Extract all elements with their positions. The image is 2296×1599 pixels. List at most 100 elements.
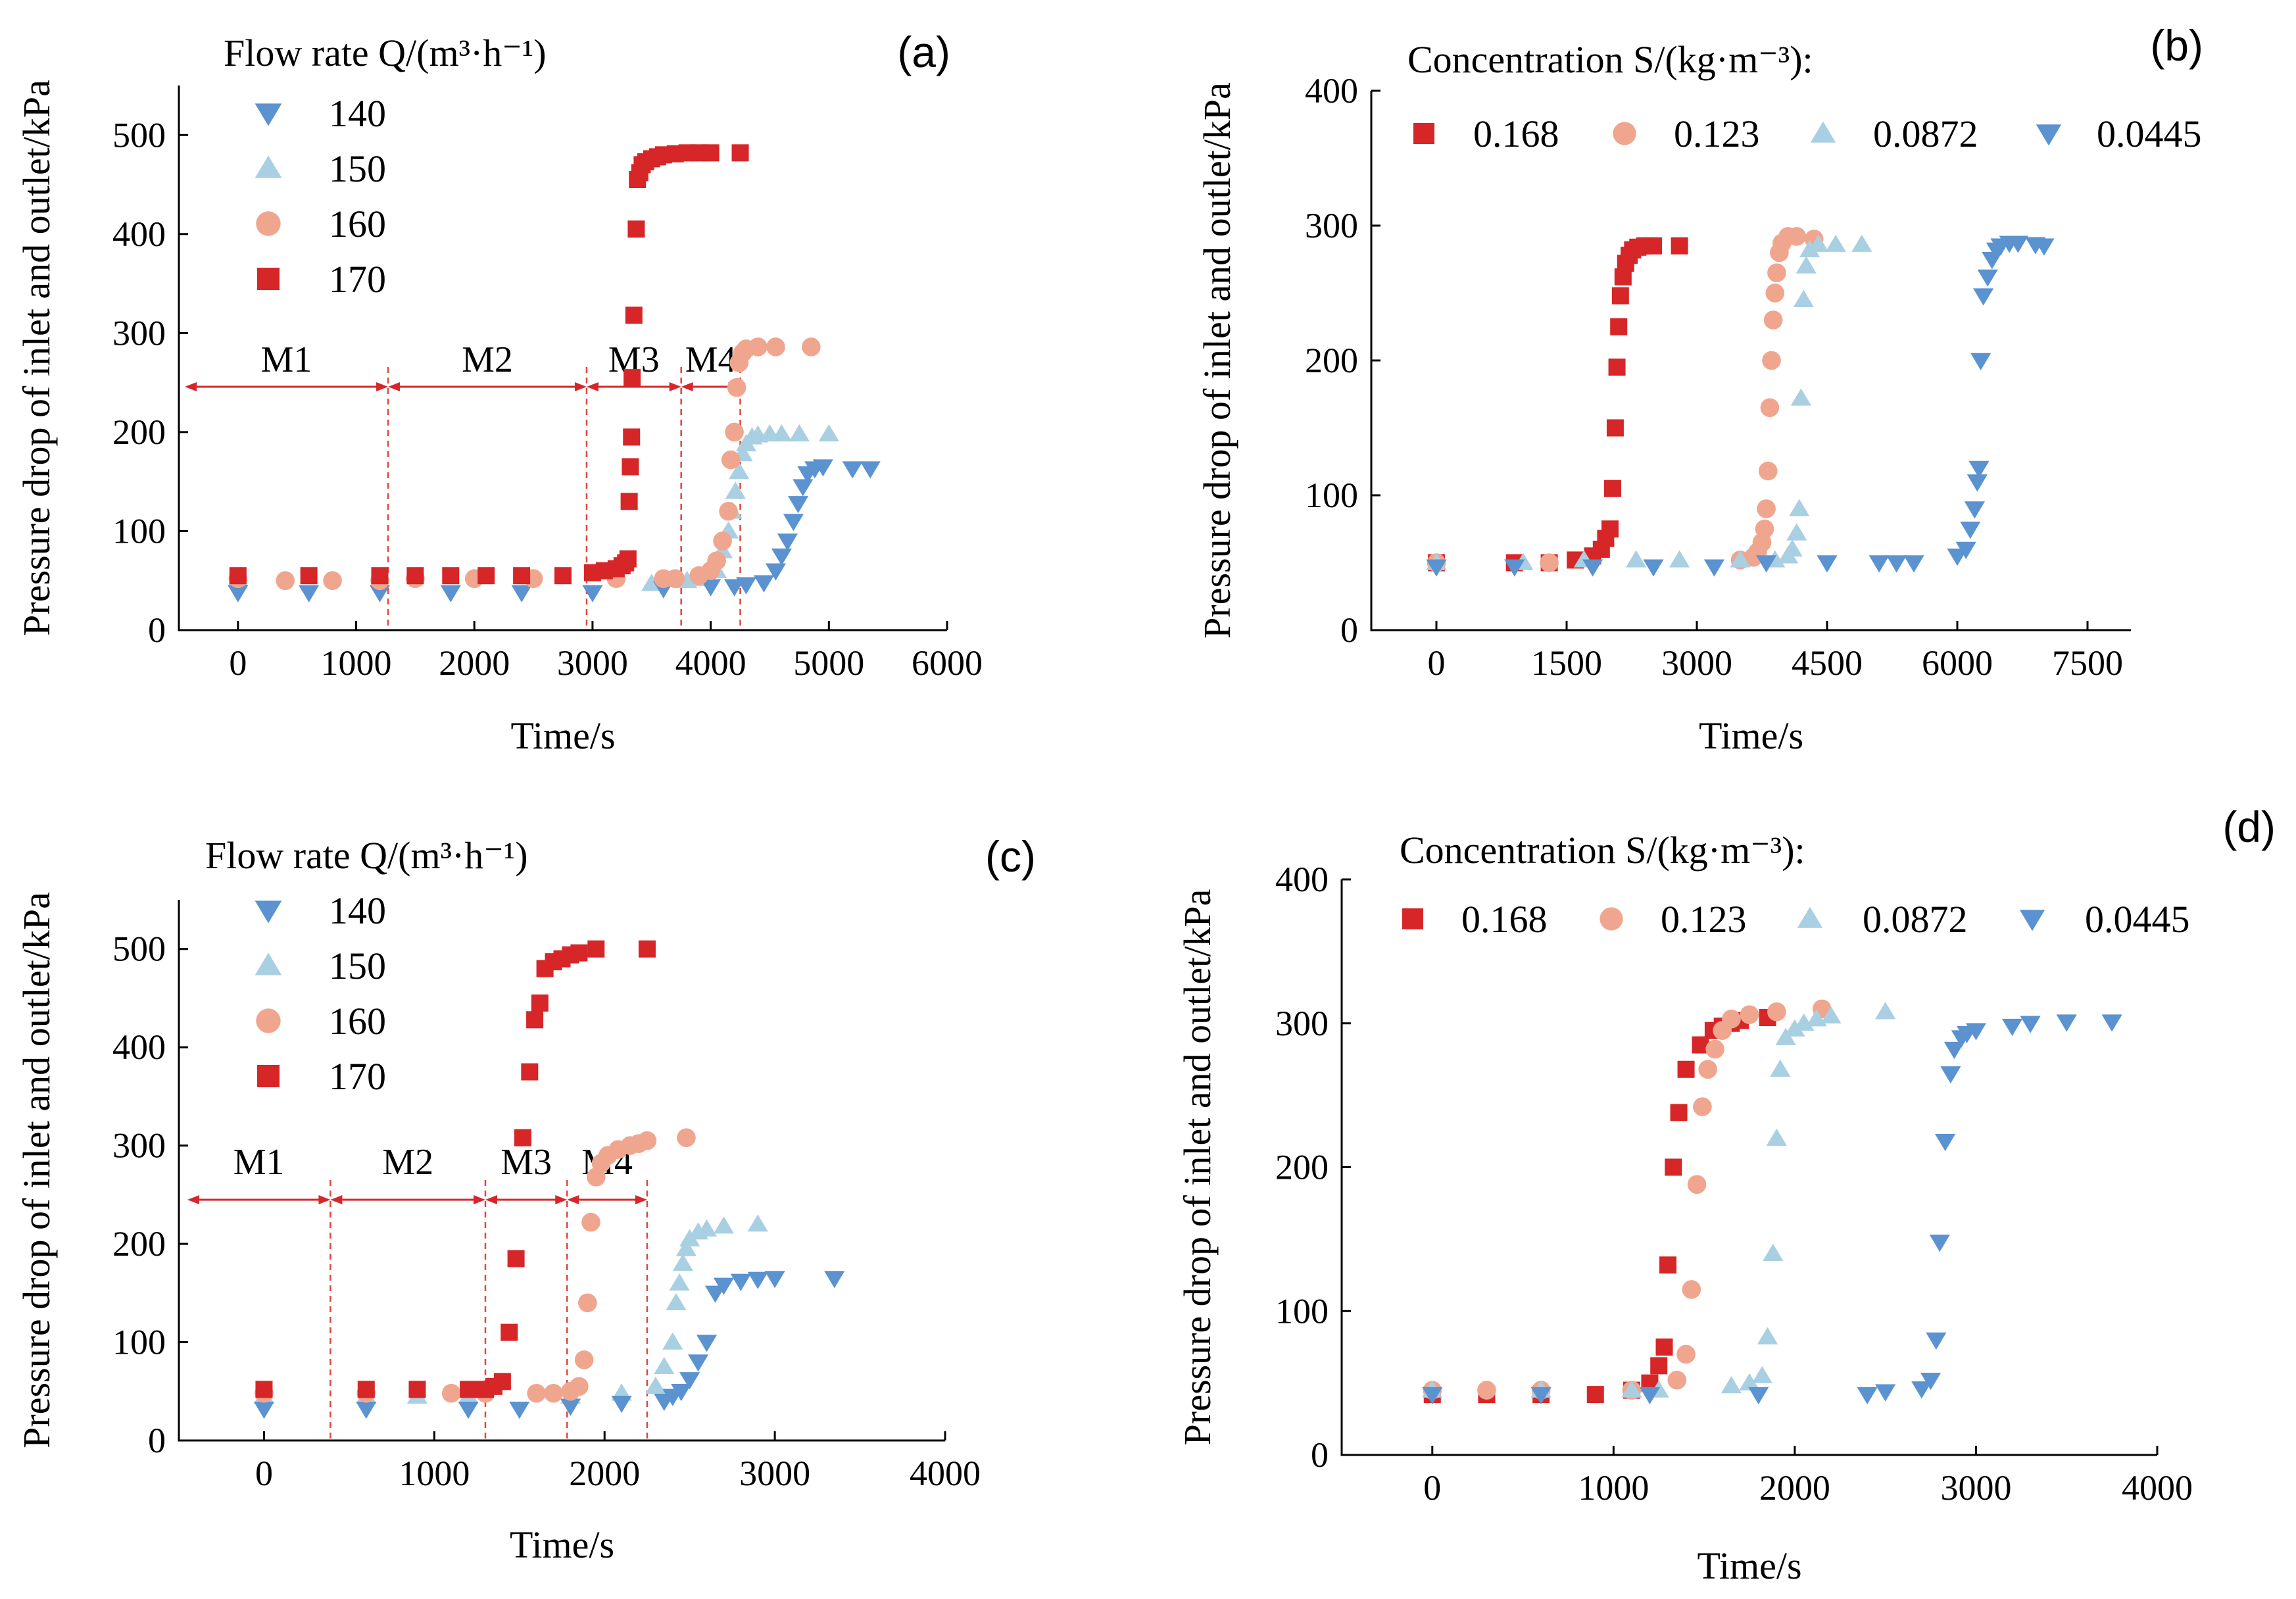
data-point-140 [369,585,391,603]
data-point-0.0445 [1530,1387,1551,1405]
data-point-0.0445 [1960,522,1981,539]
legend-marker-170 [257,268,280,290]
data-point-0.123 [1705,1039,1724,1059]
x-tick-label: 4000 [2122,1468,2193,1508]
data-point-0.0445 [1977,269,1998,287]
x-tick-label: 0 [1423,1468,1441,1508]
data-point-0.0872 [1770,1059,1791,1077]
data-point-170 [623,369,641,387]
phase-arrowhead-left [567,1195,579,1204]
data-point-0.168 [1586,1386,1604,1404]
x-tick-label: 1500 [1531,643,1602,683]
legend-marker-0.123 [1600,907,1623,931]
chart-panel-d: 0 1000 2000 3000 4000 0 100 200 300 400 Time/s Pres… [1176,802,2276,1587]
data-point-0.0872 [1784,1019,1805,1037]
panel-label: (a) [897,28,950,76]
y-tick-label: 300 [1275,1004,1329,1043]
data-point-150 [729,462,750,480]
data-point-160 [441,1383,461,1403]
legend-marker-140 [255,103,282,126]
legend-marker-0.0445 [2036,124,2062,146]
chart-panel-a: 0 1000 2000 3000 4000 5000 6000 0 100 200 300 400 50… [15,28,983,757]
chart-panel-b: 0 1500 3000 4500 6000 7500 0 100 200 300 400 Time/s… [1196,21,2203,757]
data-point-0.123 [1763,310,1783,330]
chart-panel-c: 0 1000 2000 3000 4000 0 100 200 300 400 500 Time/s P… [15,832,1036,1566]
data-point-170 [357,1381,375,1398]
data-point-0.123 [1762,351,1781,370]
data-point-0.0445 [1639,1387,1661,1405]
data-point-140 [228,585,249,603]
y-tick-label: 500 [112,929,166,969]
data-point-140 [787,496,809,514]
y-tick-label: 400 [112,1027,166,1067]
data-point-0.0872 [1875,1002,1896,1020]
data-point-140 [824,1271,845,1289]
data-point-0.0872 [1795,256,1817,274]
data-point-170 [300,567,318,585]
data-point-170 [570,944,588,962]
data-point-150 [675,1239,697,1256]
legend-marker-0.168 [1413,123,1434,144]
data-point-0.0445 [1965,1023,1987,1041]
legend-marker-0.168 [1402,908,1423,929]
y-tick-label: 0 [1340,610,1358,650]
phase-arrowhead-right [574,382,587,391]
data-point-160 [707,551,726,570]
data-point-0.0445 [1582,559,1603,577]
y-axis-label: Pressure drop of inlet and outlet/kPa [15,892,58,1448]
legend-label: 0.0445 [2085,898,2190,941]
data-point-0.168 [1603,480,1621,497]
data-point-0.123 [1477,1381,1496,1400]
data-point-140 [812,459,833,477]
data-point-170 [619,550,637,568]
data-point-0.123 [1667,1370,1687,1390]
x-tick-label: 5000 [793,643,864,683]
data-point-140 [511,585,532,603]
phase-arrowhead-left [485,1195,497,1204]
axis-lines [178,900,945,1442]
data-point-0.168 [1670,1104,1688,1121]
data-point-170 [371,567,389,585]
data-point-0.123 [1767,1002,1786,1021]
legend-label: 150 [329,945,386,987]
data-point-0.0445 [1973,288,1994,306]
data-point-140 [253,1401,275,1419]
data-point-170 [507,1250,525,1267]
data-point-0.0445 [1966,474,1988,492]
data-point-0.0445 [1943,1041,1965,1060]
data-point-170 [622,458,639,476]
data-point-160 [719,502,738,521]
data-point-0.0445 [2020,1016,2041,1033]
data-point-140 [509,1401,530,1419]
data-point-0.0445 [1886,555,1907,573]
data-point-160 [766,337,785,357]
data-point-0.168 [1650,1357,1668,1375]
panel-label: (b) [2150,21,2203,70]
data-point-0.0445 [1926,1332,1947,1350]
x-tick-label: 2000 [1759,1468,1830,1508]
data-point-0.0872 [1775,1027,1796,1045]
x-tick-label: 0 [255,1454,273,1493]
data-point-160 [666,569,685,589]
legend-label: 170 [329,258,386,301]
data-point-0.0872 [1793,289,1814,307]
data-point-140 [842,461,863,479]
data-point-0.123 [1682,1280,1701,1299]
x-axis-label: Time/s [510,1523,614,1566]
x-axis-label: Time/s [1697,1544,1801,1587]
data-point-0.0445 [1643,559,1664,577]
data-point-0.0872 [1794,1013,1815,1031]
data-point-0.168 [1645,237,1662,255]
data-point-0.0445 [2034,238,2055,256]
data-point-0.123 [1676,1344,1696,1364]
x-tick-label: 3000 [1661,643,1732,683]
data-point-140 [440,585,461,603]
data-point-0.0445 [1940,1066,1961,1084]
data-point-170 [627,220,645,238]
y-tick-label: 400 [1275,860,1329,899]
data-point-0.0872 [1851,234,1872,252]
data-point-160 [677,1128,696,1147]
data-point-0.123 [1765,283,1785,303]
data-point-0.123 [1757,499,1776,518]
data-point-160 [527,1383,546,1403]
